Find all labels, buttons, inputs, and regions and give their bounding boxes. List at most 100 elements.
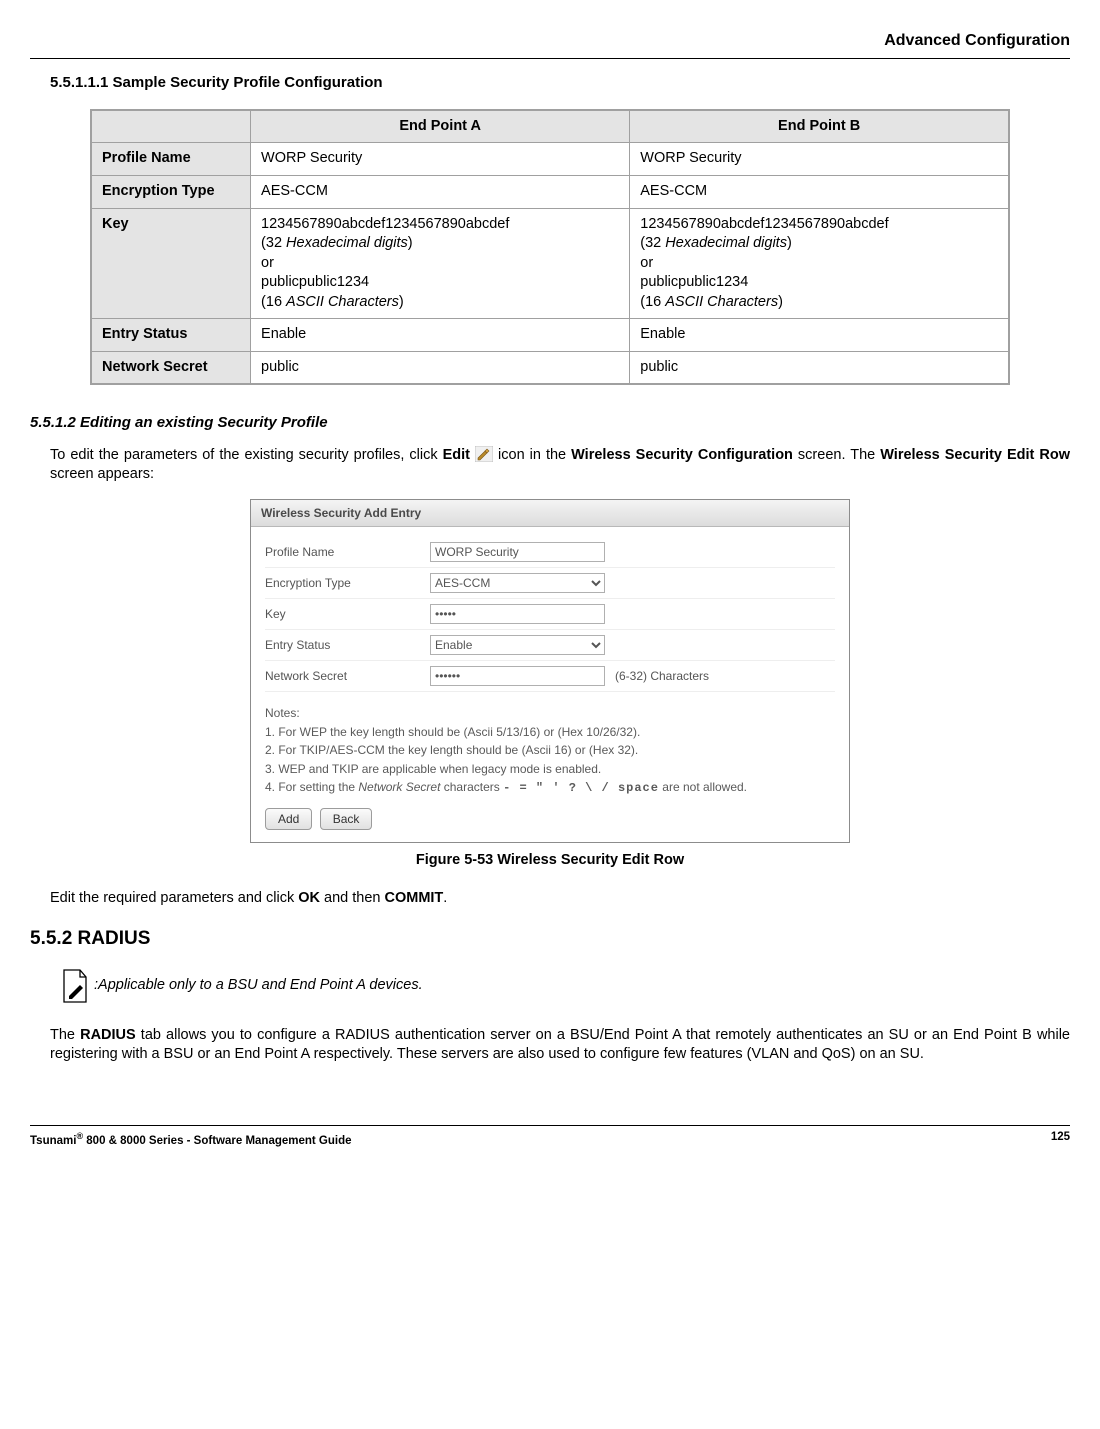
form-row-key: Key: [265, 599, 835, 630]
label-key: Key: [265, 606, 430, 622]
key-a-hex: 1234567890abcdef1234567890abcdef: [261, 216, 509, 232]
footer-brand: Tsunami: [30, 1135, 76, 1147]
key-input[interactable]: [430, 604, 605, 624]
key-a-hex-note-suffix: ): [408, 235, 413, 251]
panel-body: Profile Name Encryption Type AES-CCM Key…: [251, 527, 849, 842]
radius-paragraph: The RADIUS tab allows you to configure a…: [50, 1026, 1070, 1065]
network-secret-input[interactable]: [430, 666, 605, 686]
cell-profile-b: WORP Security: [630, 143, 1009, 176]
pf-text: and then: [320, 890, 385, 906]
cell-secret-b: public: [630, 351, 1009, 384]
key-b-or: or: [640, 255, 653, 271]
label-encryption-type: Encryption Type: [265, 575, 430, 591]
table-row: Key 1234567890abcdef1234567890abcdef (32…: [91, 208, 1009, 319]
note4-end: are not allowed.: [659, 780, 747, 794]
cell-secret-a: public: [251, 351, 630, 384]
p-text: icon in the: [498, 447, 571, 463]
key-a-hex-note-ital: Hexadecimal digits: [286, 235, 408, 251]
table-corner-blank: [91, 110, 251, 143]
note-page-pencil-icon: [60, 968, 90, 1004]
rp-text: tab allows you to configure a RADIUS aut…: [50, 1027, 1070, 1063]
table-row: Encryption Type AES-CCM AES-CCM: [91, 175, 1009, 208]
footer-guide: 800 & 8000 Series - Software Management …: [83, 1135, 351, 1147]
label-profile-name: Profile Name: [265, 544, 430, 560]
security-profile-table: End Point A End Point B Profile Name WOR…: [90, 109, 1010, 386]
key-b-hex: 1234567890abcdef1234567890abcdef: [640, 216, 888, 232]
note4-pre: 4. For setting the: [265, 780, 358, 794]
panel-title: Wireless Security Add Entry: [251, 500, 849, 527]
section-heading-5-5-1-2: 5.5.1.2 Editing an existing Security Pro…: [30, 413, 1070, 433]
cell-profile-a: WORP Security: [251, 143, 630, 176]
table-row: Network Secret public public: [91, 351, 1009, 384]
pencil-edit-icon: [475, 446, 493, 462]
cell-key-b: 1234567890abcdef1234567890abcdef (32 Hex…: [630, 208, 1009, 319]
pf-commit: COMMIT: [385, 890, 444, 906]
entry-status-select[interactable]: Enable: [430, 635, 605, 655]
cell-entry-a: Enable: [251, 319, 630, 352]
key-b-ascii-note-suffix: ): [778, 294, 783, 310]
figure-caption: Figure 5-53 Wireless Security Edit Row: [30, 851, 1070, 871]
label-network-secret: Network Secret: [265, 668, 430, 684]
p-bold-wser: Wireless Security Edit Row: [880, 447, 1070, 463]
editing-profile-paragraph: To edit the parameters of the existing s…: [50, 446, 1070, 485]
table-row: Profile Name WORP Security WORP Security: [91, 143, 1009, 176]
encryption-type-select[interactable]: AES-CCM: [430, 573, 605, 593]
form-row-encryption: Encryption Type AES-CCM: [265, 568, 835, 599]
pf-text: .: [443, 890, 447, 906]
key-b-ascii-note-ital: ASCII Characters: [665, 294, 778, 310]
label-entry-status: Entry Status: [265, 637, 430, 653]
applicability-note-text: :Applicable only to a BSU and End Point …: [94, 976, 423, 996]
note-line-2: 2. For TKIP/AES-CCM the key length shoul…: [265, 741, 835, 760]
row-label-entry: Entry Status: [91, 319, 251, 352]
form-row-profile: Profile Name: [265, 537, 835, 568]
key-a-ascii: publicpublic1234: [261, 274, 369, 290]
p-text: screen appears:: [50, 466, 154, 482]
key-a-ascii-note-ital: ASCII Characters: [286, 294, 399, 310]
key-b-hex-note-ital: Hexadecimal digits: [665, 235, 787, 251]
key-a-or: or: [261, 255, 274, 271]
key-b-hex-note-prefix: (32: [640, 235, 665, 251]
footer-page-number: 125: [1051, 1130, 1070, 1149]
cell-key-a: 1234567890abcdef1234567890abcdef (32 Hex…: [251, 208, 630, 319]
form-row-network-secret: Network Secret (6-32) Characters: [265, 661, 835, 692]
key-a-hex-note-prefix: (32: [261, 235, 286, 251]
row-label-key: Key: [91, 208, 251, 319]
note4-ital: Network Secret: [358, 780, 440, 794]
page-header-title: Advanced Configuration: [30, 30, 1070, 52]
table-col-endpoint-a: End Point A: [251, 110, 630, 143]
page-footer: Tsunami® 800 & 8000 Series - Software Ma…: [30, 1130, 1070, 1149]
applicability-note: :Applicable only to a BSU and End Point …: [60, 968, 1070, 1004]
cell-enc-b: AES-CCM: [630, 175, 1009, 208]
wireless-security-add-entry-panel: Wireless Security Add Entry Profile Name…: [250, 499, 850, 843]
rp-radius: RADIUS: [80, 1027, 136, 1043]
post-figure-paragraph: Edit the required parameters and click O…: [50, 889, 1070, 909]
pf-text: Edit the required parameters and click: [50, 890, 298, 906]
key-b-ascii: publicpublic1234: [640, 274, 748, 290]
note-line-1: 1. For WEP the key length should be (Asc…: [265, 723, 835, 742]
profile-name-input[interactable]: [430, 542, 605, 562]
add-button[interactable]: Add: [265, 808, 312, 830]
header-rule: [30, 58, 1070, 59]
panel-notes: Notes: 1. For WEP the key length should …: [265, 704, 835, 798]
cell-enc-a: AES-CCM: [251, 175, 630, 208]
note-line-4: 4. For setting the Network Secret charac…: [265, 778, 835, 798]
table-row: Entry Status Enable Enable: [91, 319, 1009, 352]
network-secret-hint: (6-32) Characters: [615, 668, 709, 684]
cell-entry-b: Enable: [630, 319, 1009, 352]
row-label-profile: Profile Name: [91, 143, 251, 176]
back-button[interactable]: Back: [320, 808, 373, 830]
section-heading-5-5-1-1-1: 5.5.1.1.1 Sample Security Profile Config…: [50, 73, 1070, 93]
panel-button-row: Add Back: [265, 808, 835, 830]
rp-text: The: [50, 1027, 80, 1043]
row-label-enc: Encryption Type: [91, 175, 251, 208]
note-line-3: 3. WEP and TKIP are applicable when lega…: [265, 760, 835, 779]
section-heading-5-5-2: 5.5.2 RADIUS: [30, 926, 1070, 952]
table-col-endpoint-b: End Point B: [630, 110, 1009, 143]
row-label-secret: Network Secret: [91, 351, 251, 384]
form-row-entry-status: Entry Status Enable: [265, 630, 835, 661]
key-b-hex-note-suffix: ): [787, 235, 792, 251]
note4-chars: - = " ' ? \ / space: [503, 781, 659, 795]
p-text: screen. The: [793, 447, 880, 463]
key-a-ascii-note-prefix: (16: [261, 294, 286, 310]
p-text: To edit the parameters of the existing s…: [50, 447, 443, 463]
